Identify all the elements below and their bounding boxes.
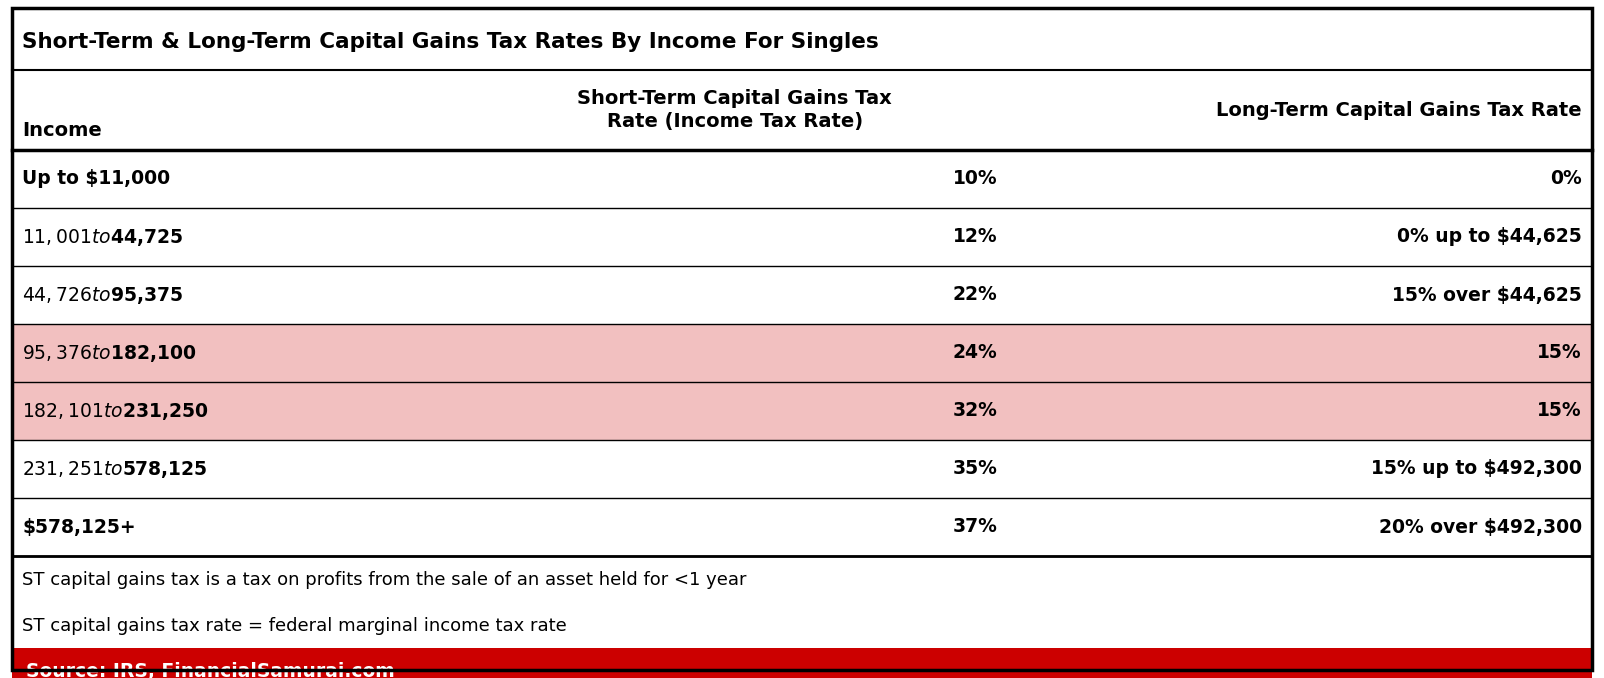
Text: Short-Term & Long-Term Capital Gains Tax Rates By Income For Singles: Short-Term & Long-Term Capital Gains Tax… <box>22 32 879 52</box>
Text: 22%: 22% <box>953 285 998 304</box>
Text: $95,376 to $182,100: $95,376 to $182,100 <box>22 342 197 363</box>
Text: $182,101 to $231,250: $182,101 to $231,250 <box>22 401 209 422</box>
Text: 15% over $44,625: 15% over $44,625 <box>1392 285 1582 304</box>
Text: 10%: 10% <box>953 170 998 188</box>
Text: 0%: 0% <box>1549 170 1582 188</box>
Text: $11,001 to $44,725: $11,001 to $44,725 <box>22 226 183 247</box>
Bar <box>11 324 1593 382</box>
Text: $578,125+: $578,125+ <box>22 517 136 536</box>
Text: Short-Term Capital Gains Tax
Rate (Income Tax Rate): Short-Term Capital Gains Tax Rate (Incom… <box>577 89 892 130</box>
Text: Source: IRS, FinancialSamurai.com: Source: IRS, FinancialSamurai.com <box>26 662 395 678</box>
Bar <box>11 382 1593 440</box>
Text: Long-Term Capital Gains Tax Rate: Long-Term Capital Gains Tax Rate <box>1216 100 1582 119</box>
Text: 35%: 35% <box>953 460 998 479</box>
Text: $44,726 to $95,375: $44,726 to $95,375 <box>22 285 183 306</box>
Text: 37%: 37% <box>953 517 998 536</box>
Text: 12%: 12% <box>953 228 998 247</box>
Text: 0% up to $44,625: 0% up to $44,625 <box>1397 228 1582 247</box>
Text: $231,251 to $578,125: $231,251 to $578,125 <box>22 458 207 479</box>
Text: ST capital gains tax is a tax on profits from the sale of an asset held for <1 y: ST capital gains tax is a tax on profits… <box>22 571 746 589</box>
Text: 15% up to $492,300: 15% up to $492,300 <box>1371 460 1582 479</box>
Bar <box>11 648 1593 678</box>
Text: 20% over $492,300: 20% over $492,300 <box>1379 517 1582 536</box>
Text: Income: Income <box>22 121 101 140</box>
Text: 15%: 15% <box>1537 344 1582 363</box>
Text: ST capital gains tax rate = federal marginal income tax rate: ST capital gains tax rate = federal marg… <box>22 617 566 635</box>
Text: Up to $11,000: Up to $11,000 <box>22 170 170 188</box>
Text: 32%: 32% <box>953 401 998 420</box>
Text: 24%: 24% <box>953 344 998 363</box>
Text: 15%: 15% <box>1537 401 1582 420</box>
